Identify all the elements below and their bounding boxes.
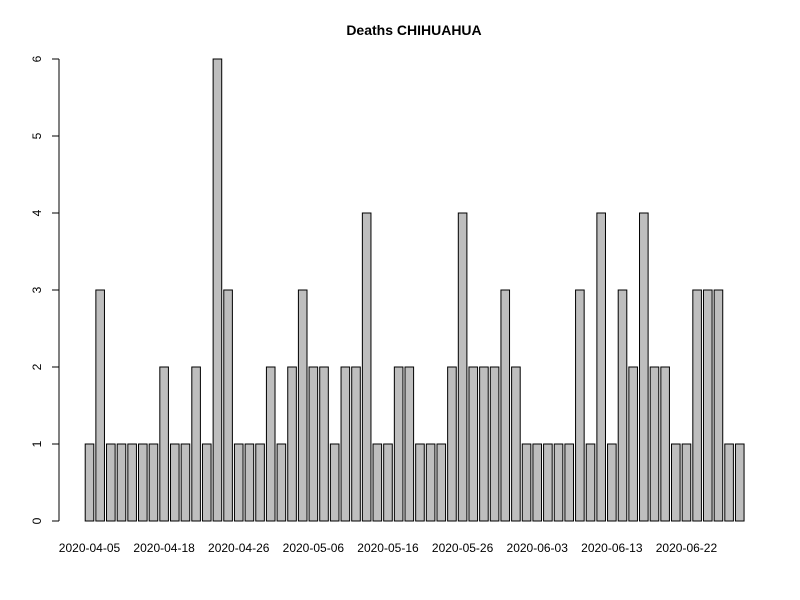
y-tick-label: 3 <box>30 286 44 293</box>
bar <box>297 289 308 522</box>
bar <box>308 366 319 522</box>
bars-layer <box>84 58 745 522</box>
bar <box>468 366 479 522</box>
bar <box>585 443 596 522</box>
bar <box>457 212 468 522</box>
bar <box>692 289 702 522</box>
x-tick-label: 2020-04-26 <box>208 541 270 555</box>
bar <box>148 443 159 522</box>
bar <box>404 366 415 522</box>
bar <box>415 443 425 522</box>
bar <box>255 443 265 522</box>
bar <box>575 289 585 522</box>
bar <box>233 443 244 522</box>
bar <box>276 443 287 522</box>
bar <box>244 443 255 522</box>
bar <box>393 366 404 522</box>
x-axis: 2020-04-05 2020-04-18 2020-04-26 2020-05-06… <box>59 541 718 555</box>
bar <box>319 366 329 522</box>
bar <box>265 366 276 522</box>
bar <box>201 443 212 522</box>
bar <box>425 443 436 522</box>
bar <box>159 366 169 522</box>
chart-title: Deaths CHIHUAHUA <box>346 22 481 38</box>
bar <box>489 366 500 522</box>
x-tick-label: 2020-06-22 <box>656 541 718 555</box>
bar <box>95 289 105 522</box>
bar <box>713 289 724 522</box>
bar <box>127 443 137 522</box>
bar <box>660 366 670 522</box>
bar <box>617 289 628 522</box>
bar <box>212 58 223 522</box>
bar <box>169 443 180 522</box>
x-tick-label: 2020-04-18 <box>133 541 195 555</box>
x-tick-label: 2020-06-03 <box>507 541 569 555</box>
bar <box>383 443 393 522</box>
y-tick-label: 4 <box>30 209 44 216</box>
bar <box>436 443 447 522</box>
y-axis: 0 1 2 3 4 5 6 <box>30 55 60 524</box>
bar <box>596 212 606 522</box>
bar <box>553 443 564 522</box>
bar <box>681 443 692 522</box>
bar <box>361 212 372 522</box>
bar <box>340 366 351 522</box>
bar <box>84 443 95 522</box>
x-tick-label: 2020-05-06 <box>283 541 345 555</box>
bar <box>734 443 745 522</box>
x-tick-label: 2020-06-13 <box>581 541 643 555</box>
bar <box>287 366 297 522</box>
bar <box>479 366 489 522</box>
x-tick-label: 2020-04-05 <box>59 541 121 555</box>
bar <box>180 443 191 522</box>
bar <box>628 366 638 522</box>
y-tick-label: 2 <box>30 363 44 370</box>
bar <box>191 366 201 522</box>
x-tick-label: 2020-05-16 <box>357 541 419 555</box>
y-tick-label: 1 <box>30 440 44 447</box>
bar <box>447 366 457 522</box>
bar <box>521 443 532 522</box>
y-tick-label: 0 <box>30 517 44 524</box>
bar <box>138 443 148 522</box>
bar <box>351 366 361 522</box>
bar <box>639 212 649 522</box>
bar <box>702 289 713 522</box>
bar <box>543 443 553 522</box>
x-tick-label: 2020-05-26 <box>432 541 494 555</box>
bar <box>106 443 116 522</box>
y-tick-label: 5 <box>30 132 44 139</box>
y-tick-label: 6 <box>30 55 44 62</box>
bar <box>671 443 681 522</box>
bar <box>532 443 543 522</box>
bar <box>500 289 511 522</box>
bar <box>564 443 575 522</box>
bar <box>607 443 617 522</box>
bar <box>116 443 127 522</box>
bar <box>372 443 383 522</box>
bar <box>649 366 660 522</box>
bar <box>724 443 734 522</box>
bar <box>329 443 340 522</box>
bar <box>511 366 521 522</box>
bar <box>223 289 233 522</box>
